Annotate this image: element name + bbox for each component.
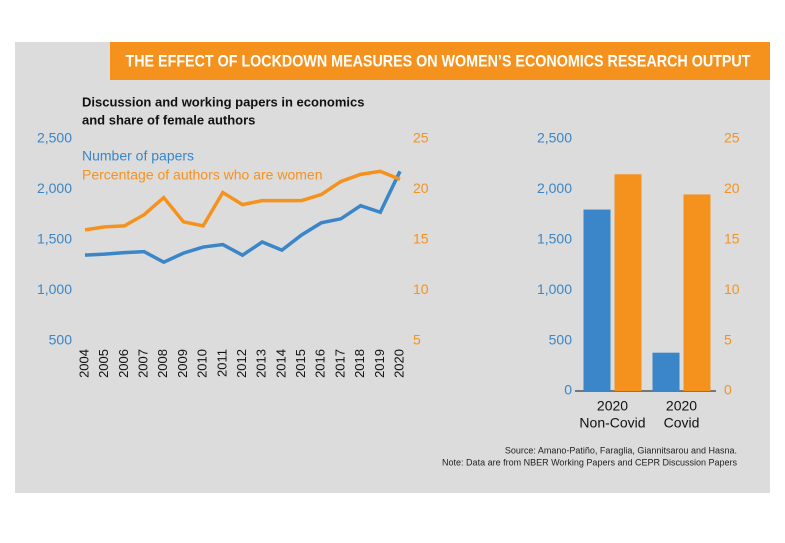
y2-tick-label: 15 [413, 231, 429, 247]
y-tick-label: 2,500 [37, 130, 72, 146]
y2-tick-label: 20 [413, 180, 429, 196]
x-tick-label: 2019 [372, 349, 387, 378]
x-tick-label: 2020 [597, 398, 628, 414]
line [84, 170, 402, 265]
x-tick-label: 2013 [254, 349, 269, 378]
x-tick-label: 2020 [391, 349, 406, 378]
note: Note: Data are from NBER Working Papers … [442, 457, 737, 467]
x-tick-label: 2007 [136, 349, 151, 378]
x-tick-label: 2009 [175, 349, 190, 378]
chart-title: and share of female authors [82, 112, 255, 127]
y-tick-label: 500 [49, 332, 73, 348]
bar [614, 174, 642, 391]
x-tick-label: 2010 [195, 349, 210, 378]
source: Source: Amano-Patiño, Faraglia, Giannits… [505, 445, 737, 455]
x-tick-label: 2004 [76, 349, 91, 378]
y-tick-label: 1,000 [37, 281, 72, 297]
panel [15, 42, 770, 493]
y2-tick-label: 25 [413, 130, 429, 146]
x-tick-label: 2012 [234, 349, 249, 378]
line [84, 169, 401, 232]
x-tick-label: Covid [664, 415, 700, 431]
x-tick-label: 2020 [666, 398, 697, 414]
bar [652, 352, 680, 391]
y2-tick-label: 20 [724, 180, 740, 196]
x-tick-label: 2006 [116, 349, 131, 378]
y-tick-label: 2,000 [37, 180, 72, 196]
x-tick-label: 2014 [273, 349, 288, 378]
x-tick-label: 2017 [332, 349, 347, 378]
bar [583, 209, 611, 391]
x-tick-label: 2015 [293, 349, 308, 378]
y2-tick-label: 0 [724, 382, 732, 398]
x-tick-label: 2008 [155, 349, 170, 378]
y2-tick-label: 25 [724, 130, 740, 146]
y2-tick-label: 5 [413, 332, 421, 348]
x-tick-label: 2011 [214, 349, 229, 377]
y-tick-label: 2,500 [537, 130, 572, 146]
y-tick-label: 1,500 [537, 231, 572, 247]
y2-tick-label: 10 [413, 281, 429, 297]
bar [683, 194, 711, 391]
main-title: THE EFFECT OF LOCKDOWN MEASURES ON WOMEN… [126, 51, 752, 70]
y-tick-label: 1,500 [37, 231, 72, 247]
x-tick-label: Non-Covid [579, 415, 645, 431]
y-tick-label: 500 [549, 331, 573, 347]
legend-label: Number of papers [82, 148, 194, 164]
chart-title: Discussion and working papers in economi… [82, 94, 364, 109]
x-tick-label: 2005 [96, 349, 111, 378]
y-tick-label: 0 [564, 382, 572, 398]
y-tick-label: 1,000 [537, 281, 572, 297]
y2-tick-label: 15 [724, 231, 740, 247]
title-bar [110, 42, 770, 80]
y-tick-label: 2,000 [537, 180, 572, 196]
y2-tick-label: 5 [724, 331, 732, 347]
legend-label: Percentage of authors who are women [82, 167, 322, 183]
x-tick-label: 2018 [352, 349, 367, 378]
y2-tick-label: 10 [724, 281, 740, 297]
x-tick-label: 2016 [313, 349, 328, 378]
